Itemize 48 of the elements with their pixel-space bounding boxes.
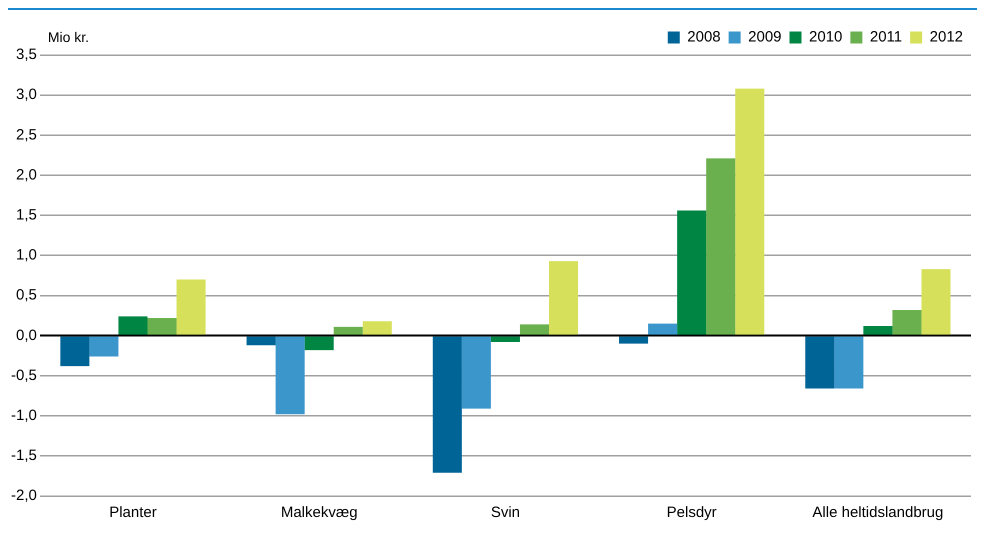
- bar: [362, 321, 392, 335]
- y-tick-label: 2,0: [16, 166, 37, 184]
- bar: [60, 336, 90, 366]
- y-tick-label: 0,5: [16, 286, 37, 304]
- legend-label: 2011: [870, 28, 902, 46]
- legend-label: 2012: [930, 28, 964, 46]
- bar: [805, 336, 834, 389]
- legend-label: 2008: [687, 28, 721, 46]
- y-tick-label: 1,5: [16, 206, 37, 224]
- bar: [921, 269, 951, 335]
- bar: [735, 88, 764, 335]
- bar: [432, 336, 462, 473]
- y-tick-label: -2,0: [10, 487, 37, 504]
- y-tick-label: 2,5: [16, 126, 37, 144]
- bar: [892, 310, 922, 335]
- bar: [334, 326, 363, 335]
- legend-label: 2010: [809, 28, 842, 46]
- y-tick-label: -1,0: [10, 406, 37, 424]
- bar: [246, 336, 276, 346]
- bar: [520, 324, 549, 335]
- y-tick-label: 1,0: [16, 246, 37, 264]
- bar: [490, 336, 520, 342]
- x-tick-label: Svin: [490, 504, 520, 522]
- y-tick-label: -0,5: [10, 366, 37, 384]
- y-tick-label: 0,0: [16, 326, 37, 344]
- bar: [706, 158, 736, 335]
- x-tick-label: Alle heltidslandbrug: [812, 504, 944, 522]
- bar: [89, 336, 118, 356]
- bar: [176, 280, 206, 335]
- bar: [304, 336, 334, 350]
- y-tick-label: 3,0: [16, 86, 37, 104]
- bar: [863, 326, 892, 335]
- bar: [549, 261, 578, 335]
- x-tick-label: Planter: [109, 504, 157, 522]
- legend-label: 2009: [748, 28, 782, 46]
- y-axis-title: Mio kr.: [48, 28, 90, 45]
- bar: [677, 210, 706, 335]
- bar: [147, 318, 177, 335]
- bar: [118, 316, 148, 335]
- bar: [648, 324, 678, 335]
- y-tick-label: -1,5: [10, 447, 37, 464]
- bar: [276, 336, 305, 414]
- bar: [462, 336, 491, 409]
- x-tick-label: Malkekvæg: [280, 504, 358, 522]
- x-tick-label: Pelsdyr: [666, 504, 717, 522]
- bar: [619, 336, 648, 344]
- bar: [834, 336, 864, 389]
- y-tick-label: 3,5: [16, 46, 37, 64]
